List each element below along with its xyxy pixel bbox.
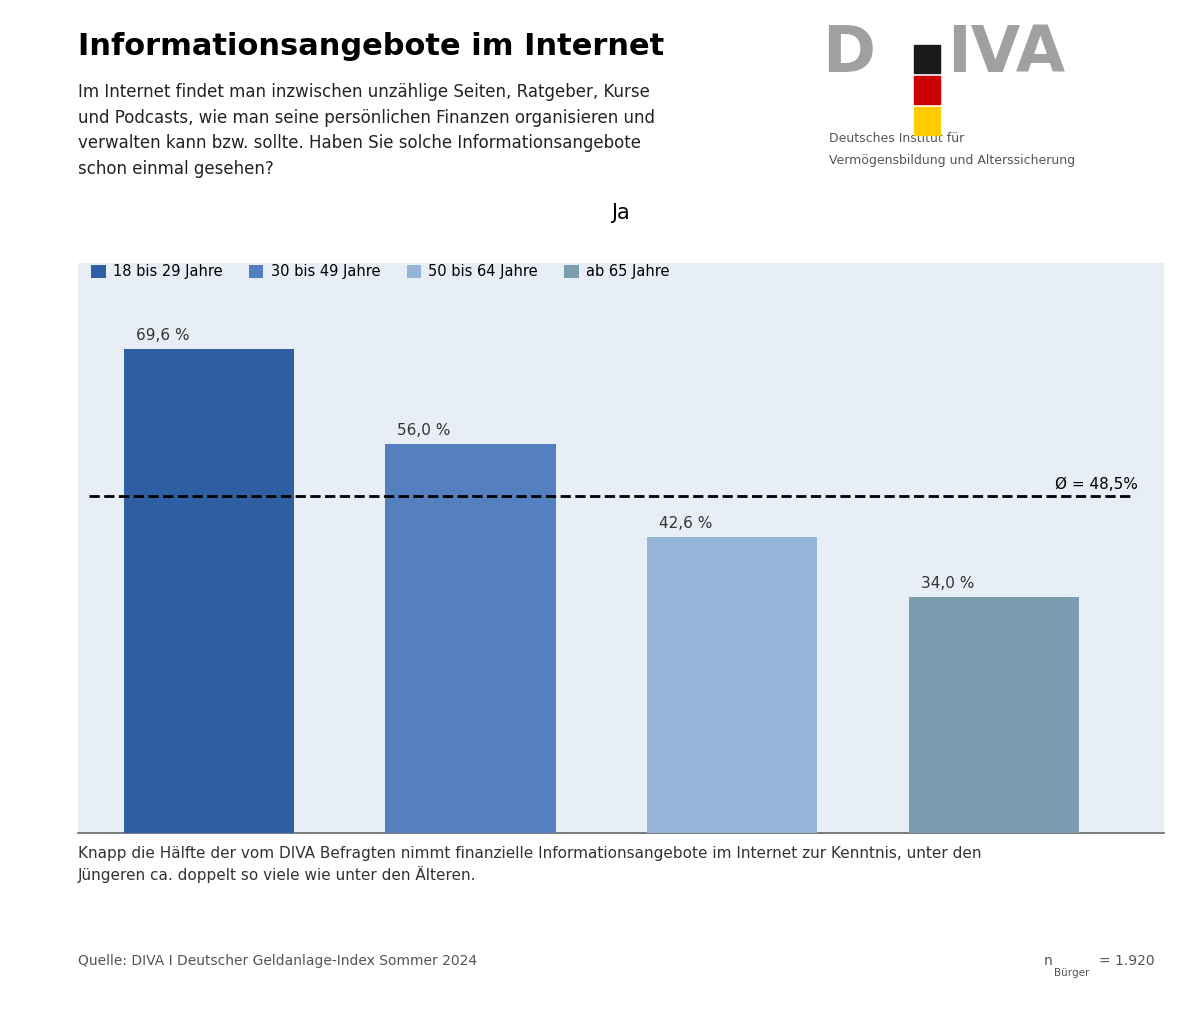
Bar: [914, 76, 941, 104]
Text: D: D: [822, 23, 875, 85]
Text: Quelle: DIVA I Deutscher Geldanlage-Index Sommer 2024: Quelle: DIVA I Deutscher Geldanlage-Inde…: [78, 953, 478, 968]
Legend: 18 bis 29 Jahre, 30 bis 49 Jahre, 50 bis 64 Jahre, ab 65 Jahre: 18 bis 29 Jahre, 30 bis 49 Jahre, 50 bis…: [85, 259, 676, 285]
Text: IVA: IVA: [947, 23, 1066, 85]
Text: Knapp die Hälfte der vom DIVA Befragten nimmt finanzielle Informationsangebote i: Knapp die Hälfte der vom DIVA Befragten …: [78, 846, 982, 862]
Text: n: n: [1044, 953, 1052, 968]
Text: Vermögensbildung und Alterssicherung: Vermögensbildung und Alterssicherung: [829, 155, 1075, 167]
Text: Ja: Ja: [612, 203, 630, 222]
Text: Jüngeren ca. doppelt so viele wie unter den Älteren.: Jüngeren ca. doppelt so viele wie unter …: [78, 866, 476, 883]
Text: Im Internet findet man inzwischen unzählige Seiten, Ratgeber, Kurse
und Podcasts: Im Internet findet man inzwischen unzähl…: [78, 83, 655, 178]
Text: Bürger: Bürger: [1054, 968, 1088, 978]
Text: = 1.920: = 1.920: [1099, 953, 1154, 968]
Bar: [385, 443, 556, 833]
Bar: [914, 107, 941, 135]
Text: 42,6 %: 42,6 %: [659, 516, 713, 531]
Text: 34,0 %: 34,0 %: [920, 576, 974, 591]
Text: 56,0 %: 56,0 %: [397, 423, 451, 438]
Bar: [124, 348, 294, 833]
Text: Ø = 48,5%: Ø = 48,5%: [1055, 478, 1138, 492]
Text: 69,6 %: 69,6 %: [136, 328, 190, 343]
Bar: [914, 44, 941, 73]
Bar: [647, 536, 817, 833]
Text: Informationsangebote im Internet: Informationsangebote im Internet: [78, 32, 665, 62]
Text: Deutsches Institut für: Deutsches Institut für: [829, 132, 965, 145]
Bar: [908, 597, 1079, 833]
